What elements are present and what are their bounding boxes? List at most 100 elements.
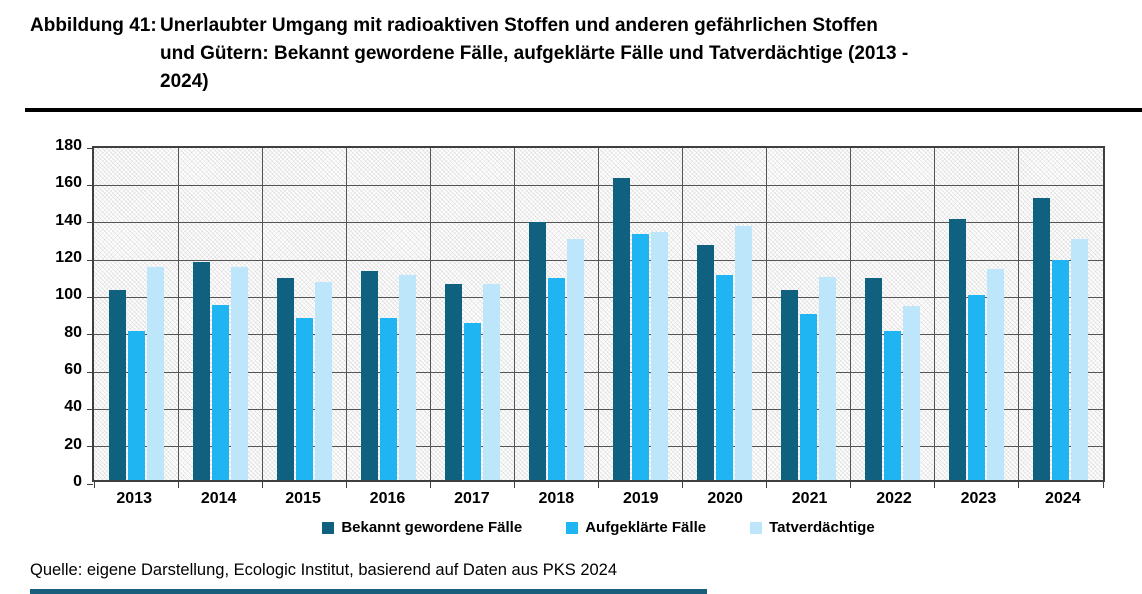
bar-2016-bekannt-gewordene-f-lle (360, 270, 378, 480)
bar-2024-aufgekl-rte-f-lle (1052, 259, 1070, 480)
bar-group-2016 (346, 148, 430, 480)
bar-2017-tatverd-chtige (482, 284, 500, 480)
footer-stripe (30, 589, 707, 594)
figure-title-line: und Gütern: Bekannt gewordene Fälle, auf… (160, 43, 909, 64)
bar-group-2014 (178, 148, 262, 480)
y-tick (87, 408, 93, 410)
y-axis-label-60: 60 (64, 361, 82, 378)
x-tick (1018, 482, 1020, 488)
gridline-x (934, 148, 936, 480)
y-axis-label-100: 100 (55, 286, 82, 304)
bar-2015-tatverd-chtige (314, 282, 332, 480)
bar-2024-bekannt-gewordene-f-lle (1033, 198, 1051, 480)
y-axis-label-120: 120 (55, 249, 82, 266)
bar-2019-aufgekl-rte-f-lle (632, 233, 649, 480)
x-tick (261, 482, 263, 488)
y-axis-label-180: 180 (55, 137, 82, 154)
bar-2023-aufgekl-rte-f-lle (968, 295, 986, 480)
y-axis-label-0: 0 (73, 473, 82, 490)
bar-2022-aufgekl-rte-f-lle (884, 330, 902, 480)
x-axis-label-2017: 2017 (454, 490, 490, 507)
bar-2024-tatverd-chtige (1071, 239, 1089, 480)
bar-2020-tatverd-chtige (735, 226, 753, 480)
x-tick (93, 482, 95, 488)
bar-2022-bekannt-gewordene-f-lle (865, 278, 883, 480)
bar-2016-aufgekl-rte-f-lle (379, 317, 397, 480)
bar-2013-tatverd-chtige (146, 267, 164, 480)
x-tick (429, 482, 431, 488)
bar-group-2021 (767, 148, 851, 480)
y-axis-label-140: 140 (55, 211, 82, 229)
x-axis-label-2014: 2014 (200, 490, 237, 507)
bar-group-2020 (683, 148, 767, 480)
bar-2018-aufgekl-rte-f-lle (547, 278, 565, 480)
x-tick (1102, 482, 1104, 488)
gridline-x (261, 148, 263, 480)
legend-swatch-icon (750, 521, 763, 534)
bar-2018-tatverd-chtige (566, 239, 584, 480)
legend-item: Tatverdächtige (750, 519, 875, 536)
gridline-x (682, 148, 684, 480)
y-tick (87, 296, 93, 298)
legend-label: Bekannt gewordene Fälle (341, 519, 523, 536)
gridline-x (429, 148, 431, 480)
figure-title: Unerlaubter Umgang mit radioaktiven Stof… (160, 12, 1120, 96)
bar-group-2022 (851, 148, 935, 480)
figure-header: Abbildung 41: Unerlaubter Umgang mit rad… (30, 12, 1120, 96)
y-tick (87, 371, 93, 373)
gridline-x (345, 148, 347, 480)
bar-2020-bekannt-gewordene-f-lle (697, 244, 715, 480)
x-tick (850, 482, 852, 488)
bar-2018-bekannt-gewordene-f-lle (528, 222, 546, 480)
bar-2013-aufgekl-rte-f-lle (127, 330, 145, 480)
legend-swatch-icon (322, 521, 335, 534)
y-tick (87, 259, 93, 261)
bar-2014-tatverd-chtige (230, 267, 248, 480)
gridline-x (766, 148, 768, 480)
bar-2023-bekannt-gewordene-f-lle (949, 218, 967, 480)
bar-group-2017 (430, 148, 514, 480)
y-tick (87, 184, 93, 186)
legend: Bekannt gewordene Fälle Aufgeklärte Fälle… (92, 519, 1105, 536)
bar-2014-bekannt-gewordene-f-lle (192, 261, 210, 480)
x-axis-label-2013: 2013 (116, 490, 152, 507)
x-axis-labels: 2013 2014 2015 2016 2017 2018 2019 2020 2021 2022… (92, 490, 1105, 508)
x-tick (513, 482, 515, 488)
y-tick (87, 334, 93, 336)
gridline-x (513, 148, 515, 480)
x-axis-label-2023: 2023 (960, 490, 997, 507)
x-axis-label-2022: 2022 (876, 490, 912, 507)
x-axis-label-2024: 2024 (1045, 490, 1081, 507)
legend-item: Bekannt gewordene Fälle (322, 519, 522, 536)
x-tick (682, 482, 684, 488)
bar-group-2023 (935, 148, 1019, 480)
legend-label: Aufgeklärte Fälle (585, 519, 707, 536)
bar-2016-tatverd-chtige (398, 274, 416, 480)
bar-2017-bekannt-gewordene-f-lle (444, 284, 462, 480)
gridline-x (850, 148, 852, 480)
source-note: Quelle: eigene Darstellung, Ecologic Ins… (30, 561, 618, 579)
y-tick (87, 147, 93, 149)
bar-groups (94, 148, 1103, 480)
x-axis-label-2018: 2018 (538, 490, 575, 507)
bar-group-2013 (94, 148, 178, 480)
bar-2013-bekannt-gewordene-f-lle (108, 289, 126, 480)
x-tick (345, 482, 347, 488)
bar-2021-tatverd-chtige (819, 276, 837, 480)
figure-title-line: Unerlaubter Umgang mit radioaktiven Stof… (160, 15, 878, 36)
bar-2019-tatverd-chtige (651, 231, 668, 480)
bar-2017-aufgekl-rte-f-lle (463, 323, 481, 480)
gridline-x (177, 148, 179, 480)
gridline-x (1018, 148, 1020, 480)
x-axis-label-2021: 2021 (791, 490, 828, 507)
x-tick (934, 482, 936, 488)
y-axis-label-40: 40 (64, 398, 82, 416)
x-axis-label-2016: 2016 (369, 490, 406, 507)
x-axis-label-2019: 2019 (622, 490, 659, 507)
bar-group-2018 (514, 148, 598, 480)
bar-2015-bekannt-gewordene-f-lle (276, 278, 294, 480)
x-axis-label-2015: 2015 (285, 490, 321, 507)
gridline-x (598, 148, 599, 480)
figure-label: Abbildung 41: (30, 15, 157, 36)
